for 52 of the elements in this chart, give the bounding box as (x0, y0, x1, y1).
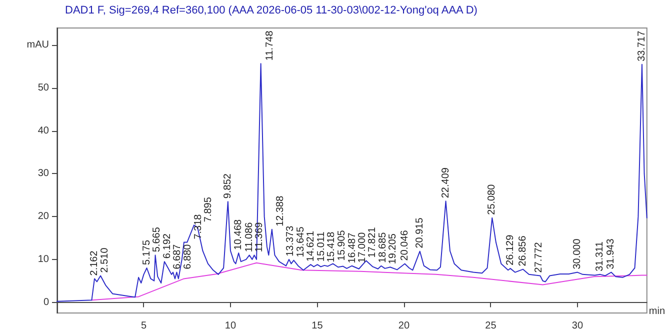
annotation: 15.905 (336, 230, 348, 261)
annotation: 22.409 (440, 167, 452, 198)
annotation: 31.943 (606, 238, 617, 270)
annotation: 13.373 (284, 225, 296, 256)
annotation: 2.162 (89, 250, 100, 276)
y-tick-label: 20 (38, 211, 50, 222)
annotation: 13.645 (295, 226, 306, 258)
x-tick-label: 25 (485, 320, 497, 332)
annotation: 20.046 (399, 230, 410, 261)
annotation: 18.685 (377, 232, 388, 263)
annotation: 12.388 (274, 195, 286, 226)
annotation: 31.311 (594, 241, 606, 272)
annotation: 11.748 (264, 30, 276, 61)
chart-title: DAD1 F, Sig=269,4 Ref=360,100 (AAA 2026-06-05 11-30-03\002-12-Yong'oq AAA D) (65, 4, 478, 16)
annotation: 7.318 (192, 214, 204, 240)
x-tick-label: 20 (398, 320, 410, 332)
annotation: 17.821 (367, 226, 378, 258)
y-tick-label: 50 (38, 82, 50, 94)
y-tick-label: 0 (43, 296, 50, 308)
y-tick-label: 10 (38, 254, 50, 265)
annotation: 7.895 (203, 196, 214, 222)
x-axis-title: min (648, 306, 666, 317)
annotation: 30.000 (572, 238, 583, 270)
annotation: 19.205 (388, 233, 399, 264)
x-tick-label: 5 (140, 320, 147, 332)
annotation: 6.192 (162, 233, 173, 259)
annotation: 5.175 (141, 240, 152, 265)
annotation: 20.915 (414, 217, 426, 248)
annotation: 15.418 (326, 231, 338, 262)
annotation: 26.129 (504, 234, 516, 266)
annotation: 11.086 (244, 222, 255, 252)
y-tick-label: 30 (38, 168, 50, 180)
annotation: 25.080 (486, 184, 498, 215)
annotation: 6.880 (182, 244, 194, 270)
annotation: 15.011 (316, 231, 327, 262)
x-tick-label: 15 (312, 320, 324, 332)
annotation: 9.852 (222, 173, 234, 199)
annotation: 2.510 (99, 247, 110, 273)
y-tick-label: 40 (38, 125, 50, 136)
annotation: 14.621 (305, 230, 316, 262)
annotation: 27.772 (533, 242, 544, 273)
annotation: 10.468 (233, 218, 244, 250)
annotation: 16.487 (346, 232, 358, 264)
annotation: 6.687 (172, 244, 184, 270)
annotation: 5.665 (152, 226, 163, 252)
x-tick-label: 10 (224, 320, 236, 332)
annotation: 11.369 (254, 222, 266, 252)
x-tick-label: 30 (572, 320, 584, 332)
annotation: 33.717 (636, 30, 648, 62)
y-tick-label: mAU (26, 40, 49, 51)
annotation: 17.000 (357, 232, 368, 263)
annotation: 26.856 (517, 235, 528, 266)
